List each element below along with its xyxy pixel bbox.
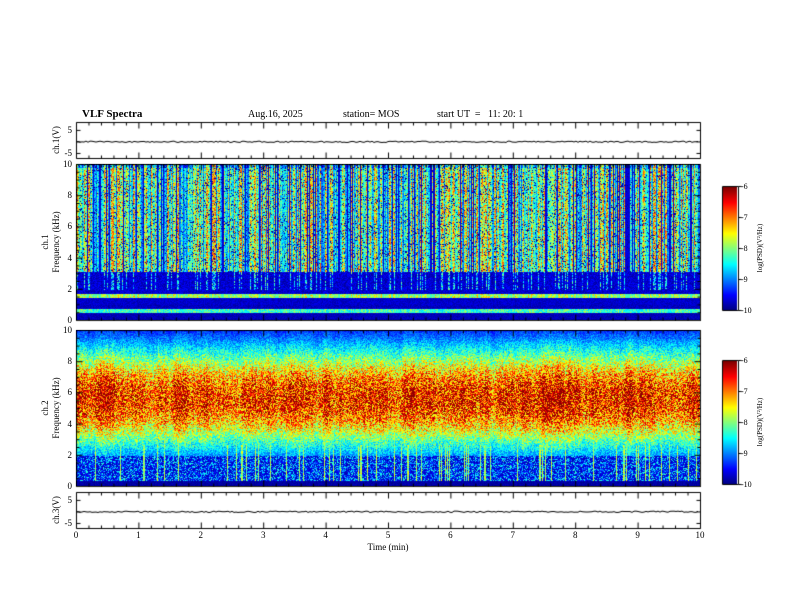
y-tick-label: 2 <box>67 449 73 460</box>
y-tick-label: 10 <box>63 159 72 169</box>
colorbar-tick-label: -8 <box>741 418 748 427</box>
colorbar-tick-label: -8 <box>741 244 748 253</box>
x-tick-label: 7 <box>510 530 516 540</box>
x-tick-label: 6 <box>448 530 453 540</box>
colorbar-tick-label: -7 <box>741 213 748 222</box>
station-label: station= MOS <box>343 109 400 120</box>
y-tick-label: 2 <box>67 283 73 294</box>
x-tick-label: 4 <box>323 530 328 540</box>
colorbar-tick-label: -6 <box>741 356 748 365</box>
y-tick-label: -5 <box>64 517 73 528</box>
y-tick-label: 8 <box>67 190 73 201</box>
colorbar-tick-label: -9 <box>741 275 748 284</box>
y-tick-label: 6 <box>67 387 73 398</box>
x-tick-label: 8 <box>572 530 578 540</box>
y-tick-label: 5 <box>67 494 73 505</box>
colorbar-tick-label: -9 <box>741 449 748 458</box>
x-tick-label: 1 <box>136 530 141 540</box>
colorbar-tick-label: -6 <box>741 182 748 191</box>
x-tick-label: 5 <box>385 530 391 540</box>
date-label: Aug.16, 2025 <box>248 109 303 120</box>
colorbar-tick-label: -7 <box>741 387 748 396</box>
colorbar-tick-label: -10 <box>741 480 752 489</box>
y-tick-label: 10 <box>63 325 72 335</box>
y-tick-label: 5 <box>67 124 73 135</box>
y-tick-label: -5 <box>64 147 73 158</box>
x-tick-label: 2 <box>198 530 204 540</box>
y-tick-label: 4 <box>67 418 73 429</box>
x-tick-label: 9 <box>635 530 640 540</box>
plot-title: VLF Spectra <box>82 108 143 120</box>
x-axis-label: Time (min) <box>367 542 409 552</box>
ch2-spectrogram <box>76 330 700 486</box>
x-tick-label: 10 <box>695 530 705 540</box>
colorbar-tick-label: -10 <box>741 306 752 315</box>
x-tick-label: 0 <box>73 530 79 540</box>
ch1-spectrogram <box>76 164 700 320</box>
y-tick-label: 0 <box>67 481 73 491</box>
y-tick-label: 6 <box>67 221 73 232</box>
y-tick-label: 8 <box>67 356 73 367</box>
y-tick-label: 0 <box>67 315 73 325</box>
x-tick-label: 3 <box>260 530 266 540</box>
start-ut-label: start UT = 11: 20: 1 <box>437 109 524 120</box>
y-tick-label: 4 <box>67 252 73 263</box>
